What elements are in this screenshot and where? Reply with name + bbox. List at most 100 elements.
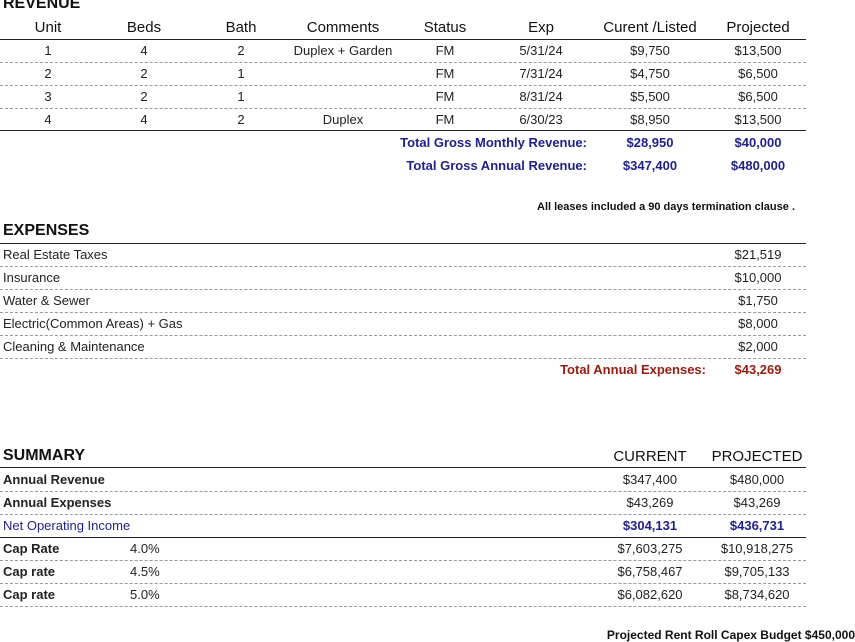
cell-beds: 2	[140, 89, 148, 104]
monthly-revenue-label: Total Gross Monthly Revenue:	[400, 135, 587, 150]
cell-current: $8,950	[630, 112, 670, 127]
revenue-table-bottom-rule	[0, 130, 806, 131]
summary-revenue-projected: $480,000	[729, 472, 785, 487]
cell-projected: $13,500	[734, 112, 782, 127]
total-expenses-label: Total Annual Expenses:	[560, 362, 706, 377]
cell-unit: 1	[44, 43, 52, 58]
revenue-title: REVENUE	[3, 0, 81, 12]
cell-exp: 6/30/23	[519, 112, 563, 127]
cap-rate-percent: 5.0%	[130, 587, 160, 602]
expense-label: Electric(Common Areas) + Gas	[3, 316, 183, 331]
annual-revenue-projected: $480,000	[730, 158, 786, 173]
cell-bath: 2	[237, 43, 245, 58]
summary-header-projected: PROJECTED	[711, 448, 803, 465]
row-divider	[0, 312, 806, 313]
cap-rate-label: Cap rate	[3, 587, 56, 602]
row-divider	[0, 335, 806, 336]
cell-status: FM	[435, 66, 455, 81]
expense-label: Cleaning & Maintenance	[3, 339, 145, 354]
cell-beds: 4	[140, 43, 148, 58]
cap-rate-label: Cap rate	[3, 564, 56, 579]
annual-revenue-current: $347,400	[622, 158, 678, 173]
noi-label: Net Operating Income	[3, 518, 131, 533]
row-divider	[0, 514, 806, 515]
summary-title: SUMMARY	[3, 447, 86, 464]
row-divider	[0, 85, 806, 86]
expense-value: $1,750	[738, 293, 778, 308]
header-exp: Exp	[528, 19, 554, 36]
row-divider	[0, 289, 806, 290]
cap-rate-projected: $9,705,133	[724, 564, 790, 579]
expense-value: $21,519	[734, 247, 782, 262]
cell-comments: Duplex	[322, 112, 364, 127]
noi-projected: $436,731	[729, 518, 785, 533]
cell-exp: 8/31/24	[519, 89, 563, 104]
termination-note: All leases included a 90 days terminatio…	[537, 201, 795, 213]
summary-revenue-label: Annual Revenue	[3, 472, 105, 487]
cell-current: $5,500	[630, 89, 670, 104]
total-expenses-value: $43,269	[734, 362, 782, 377]
cell-projected: $13,500	[734, 43, 782, 58]
cap-rate-projected: $10,918,275	[720, 541, 794, 556]
expenses-title: EXPENSES	[3, 222, 90, 239]
summary-expenses-projected: $43,269	[733, 495, 781, 510]
cell-exp: 7/31/24	[519, 66, 563, 81]
cell-bath: 2	[237, 112, 245, 127]
row-divider	[0, 606, 806, 607]
monthly-revenue-current: $28,950	[626, 135, 674, 150]
cap-rate-current: $6,082,620	[617, 587, 683, 602]
expense-label: Real Estate Taxes	[3, 247, 108, 262]
header-bath: Bath	[225, 19, 257, 36]
expense-value: $2,000	[738, 339, 778, 354]
cell-current: $9,750	[630, 43, 670, 58]
annual-revenue-label: Total Gross Annual Revenue:	[406, 158, 587, 173]
revenue-header-rule	[0, 39, 806, 40]
header-unit: Unit	[34, 19, 62, 36]
cell-unit: 3	[44, 89, 52, 104]
cell-status: FM	[435, 43, 455, 58]
cell-unit: 2	[44, 66, 52, 81]
row-divider	[0, 583, 806, 584]
capex-budget-note: Projected Rent Roll Capex Budget $450,00…	[606, 628, 855, 642]
summary-expenses-label: Annual Expenses	[3, 495, 112, 510]
cap-rate-projected: $8,734,620	[724, 587, 790, 602]
expense-label: Water & Sewer	[3, 293, 90, 308]
cell-beds: 2	[140, 66, 148, 81]
row-divider	[0, 266, 806, 267]
summary-header-current: CURRENT	[613, 448, 687, 465]
header-comments: Comments	[306, 19, 380, 36]
summary-expenses-current: $43,269	[626, 495, 674, 510]
expense-value: $8,000	[738, 316, 778, 331]
cap-rate-label: Cap Rate	[3, 541, 60, 556]
cap-rate-current: $7,603,275	[617, 541, 683, 556]
cell-projected: $6,500	[738, 89, 778, 104]
monthly-revenue-projected: $40,000	[734, 135, 782, 150]
row-divider	[0, 62, 806, 63]
cell-beds: 4	[140, 112, 148, 127]
cap-rate-percent: 4.0%	[130, 541, 160, 556]
cell-exp: 5/31/24	[519, 43, 563, 58]
expenses-header-rule	[0, 243, 806, 244]
cell-current: $4,750	[630, 66, 670, 81]
cap-rate-current: $6,758,467	[617, 564, 683, 579]
row-divider	[0, 491, 806, 492]
header-current-listed: Curent /Listed	[603, 19, 697, 36]
cell-status: FM	[435, 112, 455, 127]
cell-projected: $6,500	[738, 66, 778, 81]
header-projected: Projected	[726, 19, 790, 36]
expense-value: $10,000	[734, 270, 782, 285]
cell-status: FM	[435, 89, 455, 104]
noi-rule	[0, 537, 806, 538]
row-divider	[0, 108, 806, 109]
cell-comments: Duplex + Garden	[293, 43, 393, 58]
row-divider	[0, 358, 806, 359]
summary-revenue-current: $347,400	[622, 472, 678, 487]
expense-label: Insurance	[3, 270, 61, 285]
header-beds: Beds	[126, 19, 162, 36]
cell-bath: 1	[237, 89, 245, 104]
row-divider	[0, 560, 806, 561]
cell-unit: 4	[44, 112, 52, 127]
cap-rate-percent: 4.5%	[130, 564, 160, 579]
cell-bath: 1	[237, 66, 245, 81]
header-status: Status	[423, 19, 467, 36]
